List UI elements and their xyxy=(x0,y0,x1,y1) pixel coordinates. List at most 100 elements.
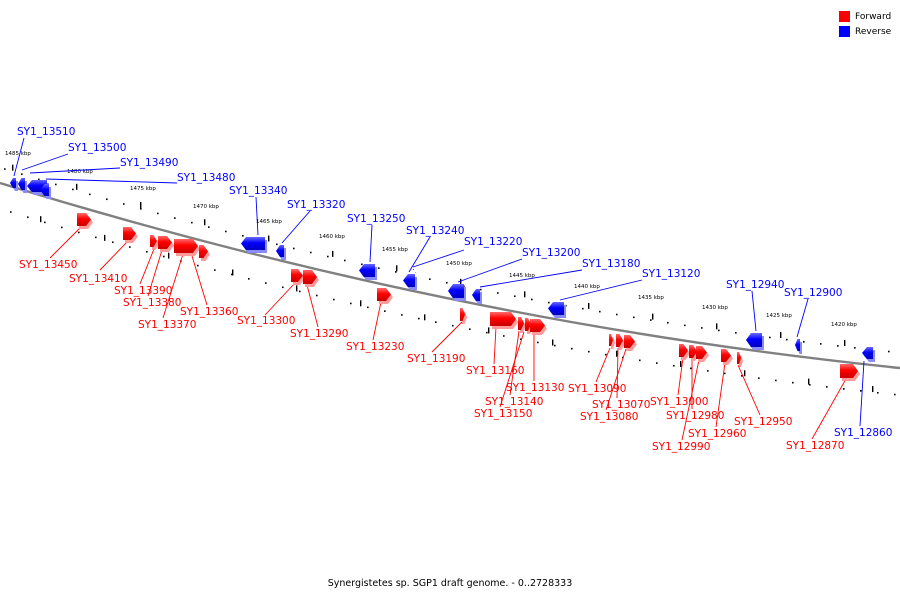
gene-feature-sy1-13300[interactable] xyxy=(291,269,305,285)
scale-dot xyxy=(690,367,692,370)
gene-feature-sy1-12990[interactable] xyxy=(696,346,709,362)
callout-line xyxy=(29,167,121,174)
gene-feature-sy1-12950[interactable] xyxy=(737,352,743,367)
gene-label[interactable]: SY1_13490 xyxy=(120,157,178,169)
gene-label[interactable]: SY1_13370 xyxy=(138,319,196,331)
gene-feature-sy1-13230[interactable] xyxy=(377,288,393,304)
gene-feature-sy1-13450[interactable] xyxy=(77,213,93,229)
scale-dot xyxy=(718,329,720,332)
gene-feature-sy1-13240[interactable] xyxy=(403,274,417,290)
gene-label[interactable]: SY1_13150 xyxy=(474,408,532,420)
scale-dot xyxy=(452,324,454,327)
gene-label[interactable]: SY1_12900 xyxy=(784,287,842,299)
gene-label[interactable]: SY1_12940 xyxy=(726,279,784,291)
gene-feature-sy1-13180[interactable] xyxy=(472,289,482,304)
gene-label[interactable]: SY1_13410 xyxy=(69,273,127,285)
callout-line xyxy=(493,326,497,365)
gene-label[interactable]: SY1_13070 xyxy=(592,399,650,411)
scale-dot xyxy=(10,211,12,213)
gene-feature-sy1-13290[interactable] xyxy=(303,270,319,287)
major-tick xyxy=(844,339,846,346)
gene-feature-sy1-13190[interactable] xyxy=(460,308,467,324)
gene-feature-sy1-13070[interactable] xyxy=(616,334,625,350)
gene-label[interactable]: SY1_12950 xyxy=(734,416,792,428)
scale-dot xyxy=(4,168,6,170)
forward-swatch xyxy=(839,11,850,22)
gene-label[interactable]: SY1_13160 xyxy=(466,365,524,377)
gene-label[interactable]: SY1_13360 xyxy=(180,306,238,318)
scale-dot xyxy=(429,278,431,280)
gene-feature-sy1-13340[interactable] xyxy=(241,237,267,253)
callout-line xyxy=(412,249,465,268)
gene-label[interactable]: SY1_13220 xyxy=(464,236,522,248)
gene-feature-sy1-13380[interactable] xyxy=(158,236,174,252)
gene-feature-sy1-13130[interactable] xyxy=(530,319,547,335)
gene-feature-sy1-13160[interactable] xyxy=(490,312,518,329)
gene-feature-sy1-13510[interactable] xyxy=(10,178,18,191)
gene-label[interactable]: SY1_13390 xyxy=(114,285,172,297)
scale-dot xyxy=(123,203,125,205)
gene-feature-sy1-12900[interactable] xyxy=(795,339,802,354)
gene-label[interactable]: SY1_12870 xyxy=(786,440,844,452)
gene-feature-sy1-13140[interactable] xyxy=(518,317,526,333)
gene-label[interactable]: SY1_13450 xyxy=(19,259,77,271)
strand-legend: Forward Reverse xyxy=(839,9,891,39)
gene-label[interactable]: SY1_12980 xyxy=(666,410,724,422)
gene-label[interactable]: SY1_13510 xyxy=(17,126,75,138)
gene-label[interactable]: SY1_13140 xyxy=(485,396,543,408)
gene-feature-sy1-13480[interactable] xyxy=(40,184,51,199)
scale-dot xyxy=(248,278,250,280)
gene-feature-sy1-13080[interactable] xyxy=(624,335,637,351)
gene-label[interactable]: SY1_13340 xyxy=(229,185,287,197)
gene-feature-sy1-13120[interactable] xyxy=(548,302,566,318)
major-tick xyxy=(552,339,554,346)
gene-label[interactable]: SY1_13120 xyxy=(642,268,700,280)
callout-line xyxy=(45,178,178,184)
gene-feature-sy1-12860[interactable] xyxy=(862,347,875,362)
gene-label[interactable]: SY1_13480 xyxy=(177,172,235,184)
scale-dot xyxy=(888,350,890,353)
gene-feature-sy1-13000[interactable] xyxy=(679,344,690,360)
gene-label[interactable]: SY1_13190 xyxy=(407,353,465,365)
gene-feature-sy1-12960[interactable] xyxy=(721,349,733,365)
gene-label[interactable]: SY1_12960 xyxy=(688,428,746,440)
scale-dot xyxy=(191,221,193,224)
gene-feature-sy1-13320[interactable] xyxy=(276,245,286,260)
gene-feature-sy1-13500[interactable] xyxy=(18,178,27,193)
gene-feature-sy1-13390[interactable] xyxy=(150,235,159,250)
callout-line xyxy=(281,210,311,244)
kbp-tick-label: 1460 kbp xyxy=(319,234,345,240)
kbp-tick-label: 1445 kbp xyxy=(509,273,535,279)
gene-label[interactable]: SY1_13250 xyxy=(347,213,405,225)
gene-label[interactable]: SY1_13200 xyxy=(522,247,580,259)
gene-feature-sy1-12870[interactable] xyxy=(840,364,860,381)
gene-label[interactable]: SY1_13300 xyxy=(237,315,295,327)
gene-label[interactable]: SY1_12990 xyxy=(652,441,710,453)
gene-feature-sy1-13200[interactable] xyxy=(448,284,466,301)
gene-label[interactable]: SY1_13320 xyxy=(287,199,345,211)
gene-feature-sy1-12940[interactable] xyxy=(746,333,764,350)
gene-label[interactable]: SY1_12860 xyxy=(834,427,892,439)
kbp-tick-label: 1470 kbp xyxy=(193,204,219,210)
gene-feature-sy1-13090[interactable] xyxy=(609,334,615,349)
major-tick xyxy=(424,314,426,321)
gene-label[interactable]: SY1_13500 xyxy=(68,142,126,154)
gene-label[interactable]: SY1_13380 xyxy=(123,297,181,309)
gene-label[interactable]: SY1_13240 xyxy=(406,225,464,237)
callout-line xyxy=(147,249,163,297)
gene-label[interactable]: SY1_13090 xyxy=(568,383,626,395)
gene-label[interactable]: SY1_13290 xyxy=(290,328,348,340)
gene-label[interactable]: SY1_13000 xyxy=(650,396,708,408)
major-tick xyxy=(808,378,810,385)
gene-feature-sy1-13410[interactable] xyxy=(123,227,138,243)
gene-label[interactable]: SY1_13230 xyxy=(346,341,404,353)
gene-feature-sy1-13370[interactable] xyxy=(174,239,200,256)
gene-label[interactable]: SY1_13130 xyxy=(506,382,564,394)
scale-dot xyxy=(435,321,437,323)
gene-feature-sy1-13250[interactable] xyxy=(359,264,377,280)
gene-feature-sy1-13360[interactable] xyxy=(199,245,210,261)
gene-feature-sy1-13220[interactable] xyxy=(413,269,416,273)
gene-label[interactable]: SY1_13180 xyxy=(582,258,640,270)
gene-label[interactable]: SY1_13080 xyxy=(580,411,638,423)
scale-dot xyxy=(616,313,618,316)
